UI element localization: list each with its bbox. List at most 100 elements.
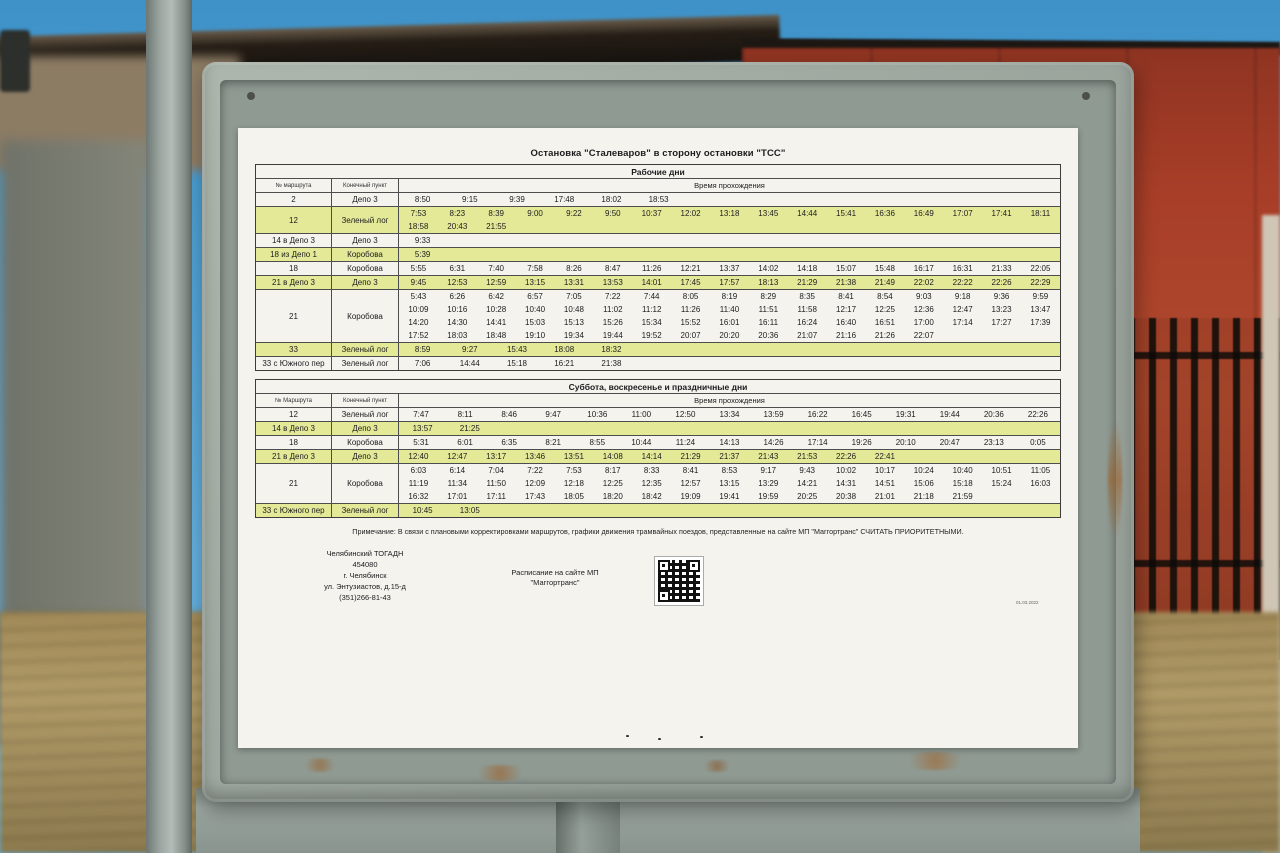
table-row: 12 Зеленый лог 7:53 8:23 8:39 9:00 9:22 9:50 10:… xyxy=(256,206,1060,233)
time-value: 19:44 xyxy=(602,331,623,340)
time-value: 14:44 xyxy=(459,359,480,368)
time-value: 21:38 xyxy=(601,359,622,368)
time-value: 9:50 xyxy=(605,209,621,218)
time-value: 14:08 xyxy=(602,452,623,461)
time-value: 14:13 xyxy=(719,438,740,447)
time-value: 8:39 xyxy=(488,209,504,218)
time-value: 16:45 xyxy=(851,410,872,419)
times-line: 8:50 9:15 9:39 17:48 18:02 18:53 xyxy=(399,193,1060,206)
time-value: 9:15 xyxy=(462,195,478,204)
time-value: 12:57 xyxy=(680,479,701,488)
time-value: 21:01 xyxy=(874,492,895,501)
qr-caption-line: Расписание на сайте МП xyxy=(511,568,599,577)
dirt-speck xyxy=(626,735,629,737)
times-cell: 7:06 14:44 15:18 16:21 21:38 xyxy=(399,357,1060,370)
time-value: 16:01 xyxy=(719,318,740,327)
time-value: 21:29 xyxy=(797,278,818,287)
time-value: 11:51 xyxy=(758,305,779,314)
times-line: 12:40 12:47 13:17 13:46 13:51 14:08 14:14 21:29… xyxy=(399,450,1060,463)
time-value: 14:02 xyxy=(758,264,779,273)
rust-streak xyxy=(1108,420,1122,540)
times-cell: 5:31 6:01 6:35 8:21 8:55 10:44 11:24 14:13 14:26… xyxy=(399,436,1060,449)
column-header-row: № Маршрута Конечный пункт Время прохождени… xyxy=(256,393,1060,407)
time-value: 18:13 xyxy=(758,278,779,287)
time-value: 8:59 xyxy=(414,345,431,354)
table-row: 12 Зеленый лог 7:47 8:11 8:46 9:47 10:36 11:00 1… xyxy=(256,407,1060,421)
time-value: 18:53 xyxy=(648,195,669,204)
terminus-cell: Депо 3 xyxy=(332,276,399,289)
table-row: 21 в Депо 3 Депо 3 9:45 12:53 12:59 13:15 13:3… xyxy=(256,275,1060,289)
time-value: 12:17 xyxy=(836,305,857,314)
table-row: 18 из Депо 1 Коробова 5:39 xyxy=(256,247,1060,261)
time-value: 6:57 xyxy=(527,292,543,301)
route-cell: 33 с Южного пер xyxy=(256,357,332,370)
route-cell: 18 xyxy=(256,262,332,275)
time-value: 12:25 xyxy=(874,305,895,314)
time-value: 14:18 xyxy=(797,264,818,273)
time-value: 7:44 xyxy=(643,292,660,301)
terminus-cell: Коробова xyxy=(332,290,399,342)
time-value: 10:40 xyxy=(952,466,973,475)
time-value: 19:09 xyxy=(680,492,701,501)
time-value: 20:43 xyxy=(447,222,468,231)
rust-spot xyxy=(900,752,970,770)
time-value: 18:48 xyxy=(486,331,507,340)
times-column-header: Время прохождения xyxy=(694,396,765,405)
time-value: 20:10 xyxy=(895,438,916,447)
table-row: 33 с Южного пер Зеленый лог 7:06 14:44 15:18… xyxy=(256,356,1060,370)
time-value: 15:18 xyxy=(506,359,528,368)
times-line: 18:58 20:43 21:55 xyxy=(399,220,1060,233)
time-value: 17:52 xyxy=(408,331,429,340)
time-value: 14:31 xyxy=(836,479,857,488)
time-value: 17:39 xyxy=(1030,318,1051,327)
terminus-cell: Коробова xyxy=(332,248,399,261)
route-cell: 18 xyxy=(256,436,332,449)
dirt-speck xyxy=(658,738,661,740)
time-value: 9:18 xyxy=(954,292,971,301)
time-value: 21:26 xyxy=(874,331,895,340)
route-cell: 2 xyxy=(256,193,332,206)
time-value: 20:07 xyxy=(680,331,701,340)
time-value: 18:03 xyxy=(447,331,468,340)
page-title: Остановка "Сталеваров" в сторону останов… xyxy=(530,148,786,159)
time-value: 14:21 xyxy=(797,479,818,488)
time-value: 13:51 xyxy=(563,452,584,461)
time-value: 6:42 xyxy=(488,292,504,301)
rust-spot xyxy=(470,765,530,781)
table-row: 21 в Депо 3 Депо 3 12:40 12:47 13:17 13:46 13:… xyxy=(256,449,1060,463)
time-value: 22:26 xyxy=(1027,410,1048,419)
time-value: 15:52 xyxy=(680,318,701,327)
time-value: 11:26 xyxy=(680,305,701,314)
times-cell: 9:33 xyxy=(399,234,1060,247)
workdays-table: Рабочие дни № маршрута Конечный пункт Время… xyxy=(255,164,1061,371)
times-line: 13:57 21:25 xyxy=(399,422,1060,435)
times-line: 17:52 18:03 18:48 19:10 19:34 19:44 19:52 20:07… xyxy=(399,329,1060,342)
time-value: 15:13 xyxy=(563,318,584,327)
time-value: 11:19 xyxy=(408,479,429,488)
time-value: 13:23 xyxy=(991,305,1012,314)
time-value: 7:47 xyxy=(413,410,429,419)
route-cell: 21 xyxy=(256,290,332,342)
table-row: 14 в Депо 3 Депо 3 9:33 xyxy=(256,233,1060,247)
terminus-cell: Зеленый лог xyxy=(332,408,399,421)
route-cell: 18 из Депо 1 xyxy=(256,248,332,261)
route-cell: 14 в Депо 3 xyxy=(256,234,332,247)
time-value: 21:53 xyxy=(797,452,818,461)
times-line: 10:45 13:05 xyxy=(399,504,1060,517)
table-row: 14 в Депо 3 Депо 3 13:57 21:25 xyxy=(256,421,1060,435)
qr-caption: Расписание на сайте МП "Маггортранс" xyxy=(480,568,630,588)
time-value: 13:57 xyxy=(412,424,433,433)
time-value: 9:17 xyxy=(760,466,777,475)
times-line: 9:45 12:53 12:59 13:15 13:31 13:53 14:01 17:45 1… xyxy=(399,276,1060,289)
time-value: 22:26 xyxy=(991,278,1012,287)
time-value: 5:43 xyxy=(410,292,427,301)
time-value: 7:05 xyxy=(566,292,582,301)
times-line: 5:39 xyxy=(399,248,1060,261)
time-value: 13:34 xyxy=(719,410,740,419)
time-value: 8:33 xyxy=(643,466,660,475)
time-value: 22:22 xyxy=(952,278,973,287)
terminus-cell: Коробова xyxy=(332,436,399,449)
times-cell: 8:59 9:27 15:43 18:08 18:32 xyxy=(399,343,1060,356)
time-value: 10:44 xyxy=(631,438,652,447)
